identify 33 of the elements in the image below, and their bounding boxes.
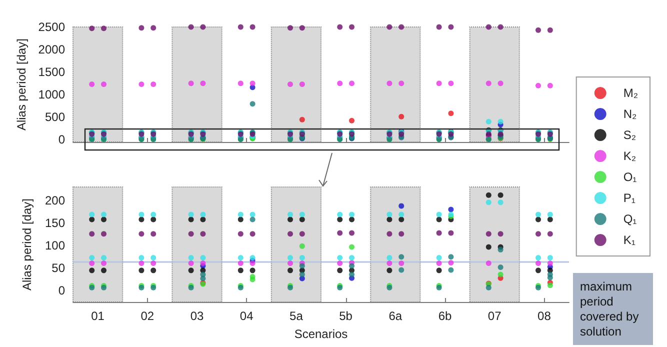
y-tick-label: 1000 (38, 88, 66, 102)
x-tick-label: 03 (190, 309, 204, 323)
y-tick-label: 0 (58, 132, 66, 147)
y-tick-label: 0 (58, 284, 66, 298)
x-tick-label: 5b (339, 309, 353, 323)
x-tick-label: 07 (488, 309, 502, 323)
legend-label: P₁ (623, 191, 636, 205)
legend-label: K₁ (623, 233, 636, 247)
legend-label: O₁ (623, 170, 637, 184)
legend-label: S₂ (623, 128, 636, 142)
y-tick-label: 2500 (38, 20, 66, 34)
x-tick-label: 5a (290, 309, 304, 323)
x-tick-label: 6b (438, 309, 452, 323)
legend-label: K₂ (623, 149, 636, 163)
legend-label: N₂ (623, 107, 638, 121)
y-tick-label: 100 (44, 238, 66, 253)
legend-label: Q₁ (623, 212, 637, 226)
y-tick-label: 2000 (38, 42, 66, 57)
x-tick-label: 6a (388, 309, 402, 323)
x-tick-label: 01 (91, 309, 105, 323)
y-axis-title: Alias period [day] (14, 38, 28, 131)
x-tick-label: 02 (140, 309, 154, 323)
x-axis-title: Scenarios (294, 327, 348, 341)
x-tick-label: 08 (538, 309, 552, 323)
y-axis-title: Alias period [day] (20, 198, 34, 291)
y-tick-label: 150 (44, 216, 66, 230)
legend-label: M₂ (623, 86, 638, 100)
x-tick-label: 04 (240, 309, 254, 323)
y-tick-label: 1500 (38, 65, 66, 80)
ref-line-label: maximum period covered by solution (580, 280, 642, 338)
y-tick-label: 500 (44, 110, 66, 124)
y-tick-label: 200 (44, 194, 66, 208)
y-tick-label: 50 (52, 261, 66, 276)
